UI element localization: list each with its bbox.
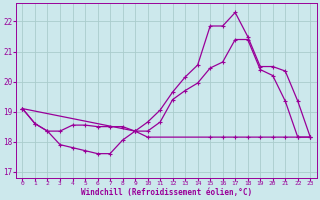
X-axis label: Windchill (Refroidissement éolien,°C): Windchill (Refroidissement éolien,°C) [81,188,252,197]
